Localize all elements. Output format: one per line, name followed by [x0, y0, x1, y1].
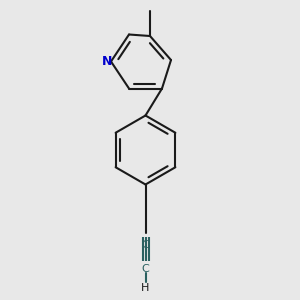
- Text: C: C: [142, 239, 149, 250]
- Text: C: C: [142, 263, 149, 274]
- Text: H: H: [141, 283, 150, 293]
- Text: N: N: [102, 55, 112, 68]
